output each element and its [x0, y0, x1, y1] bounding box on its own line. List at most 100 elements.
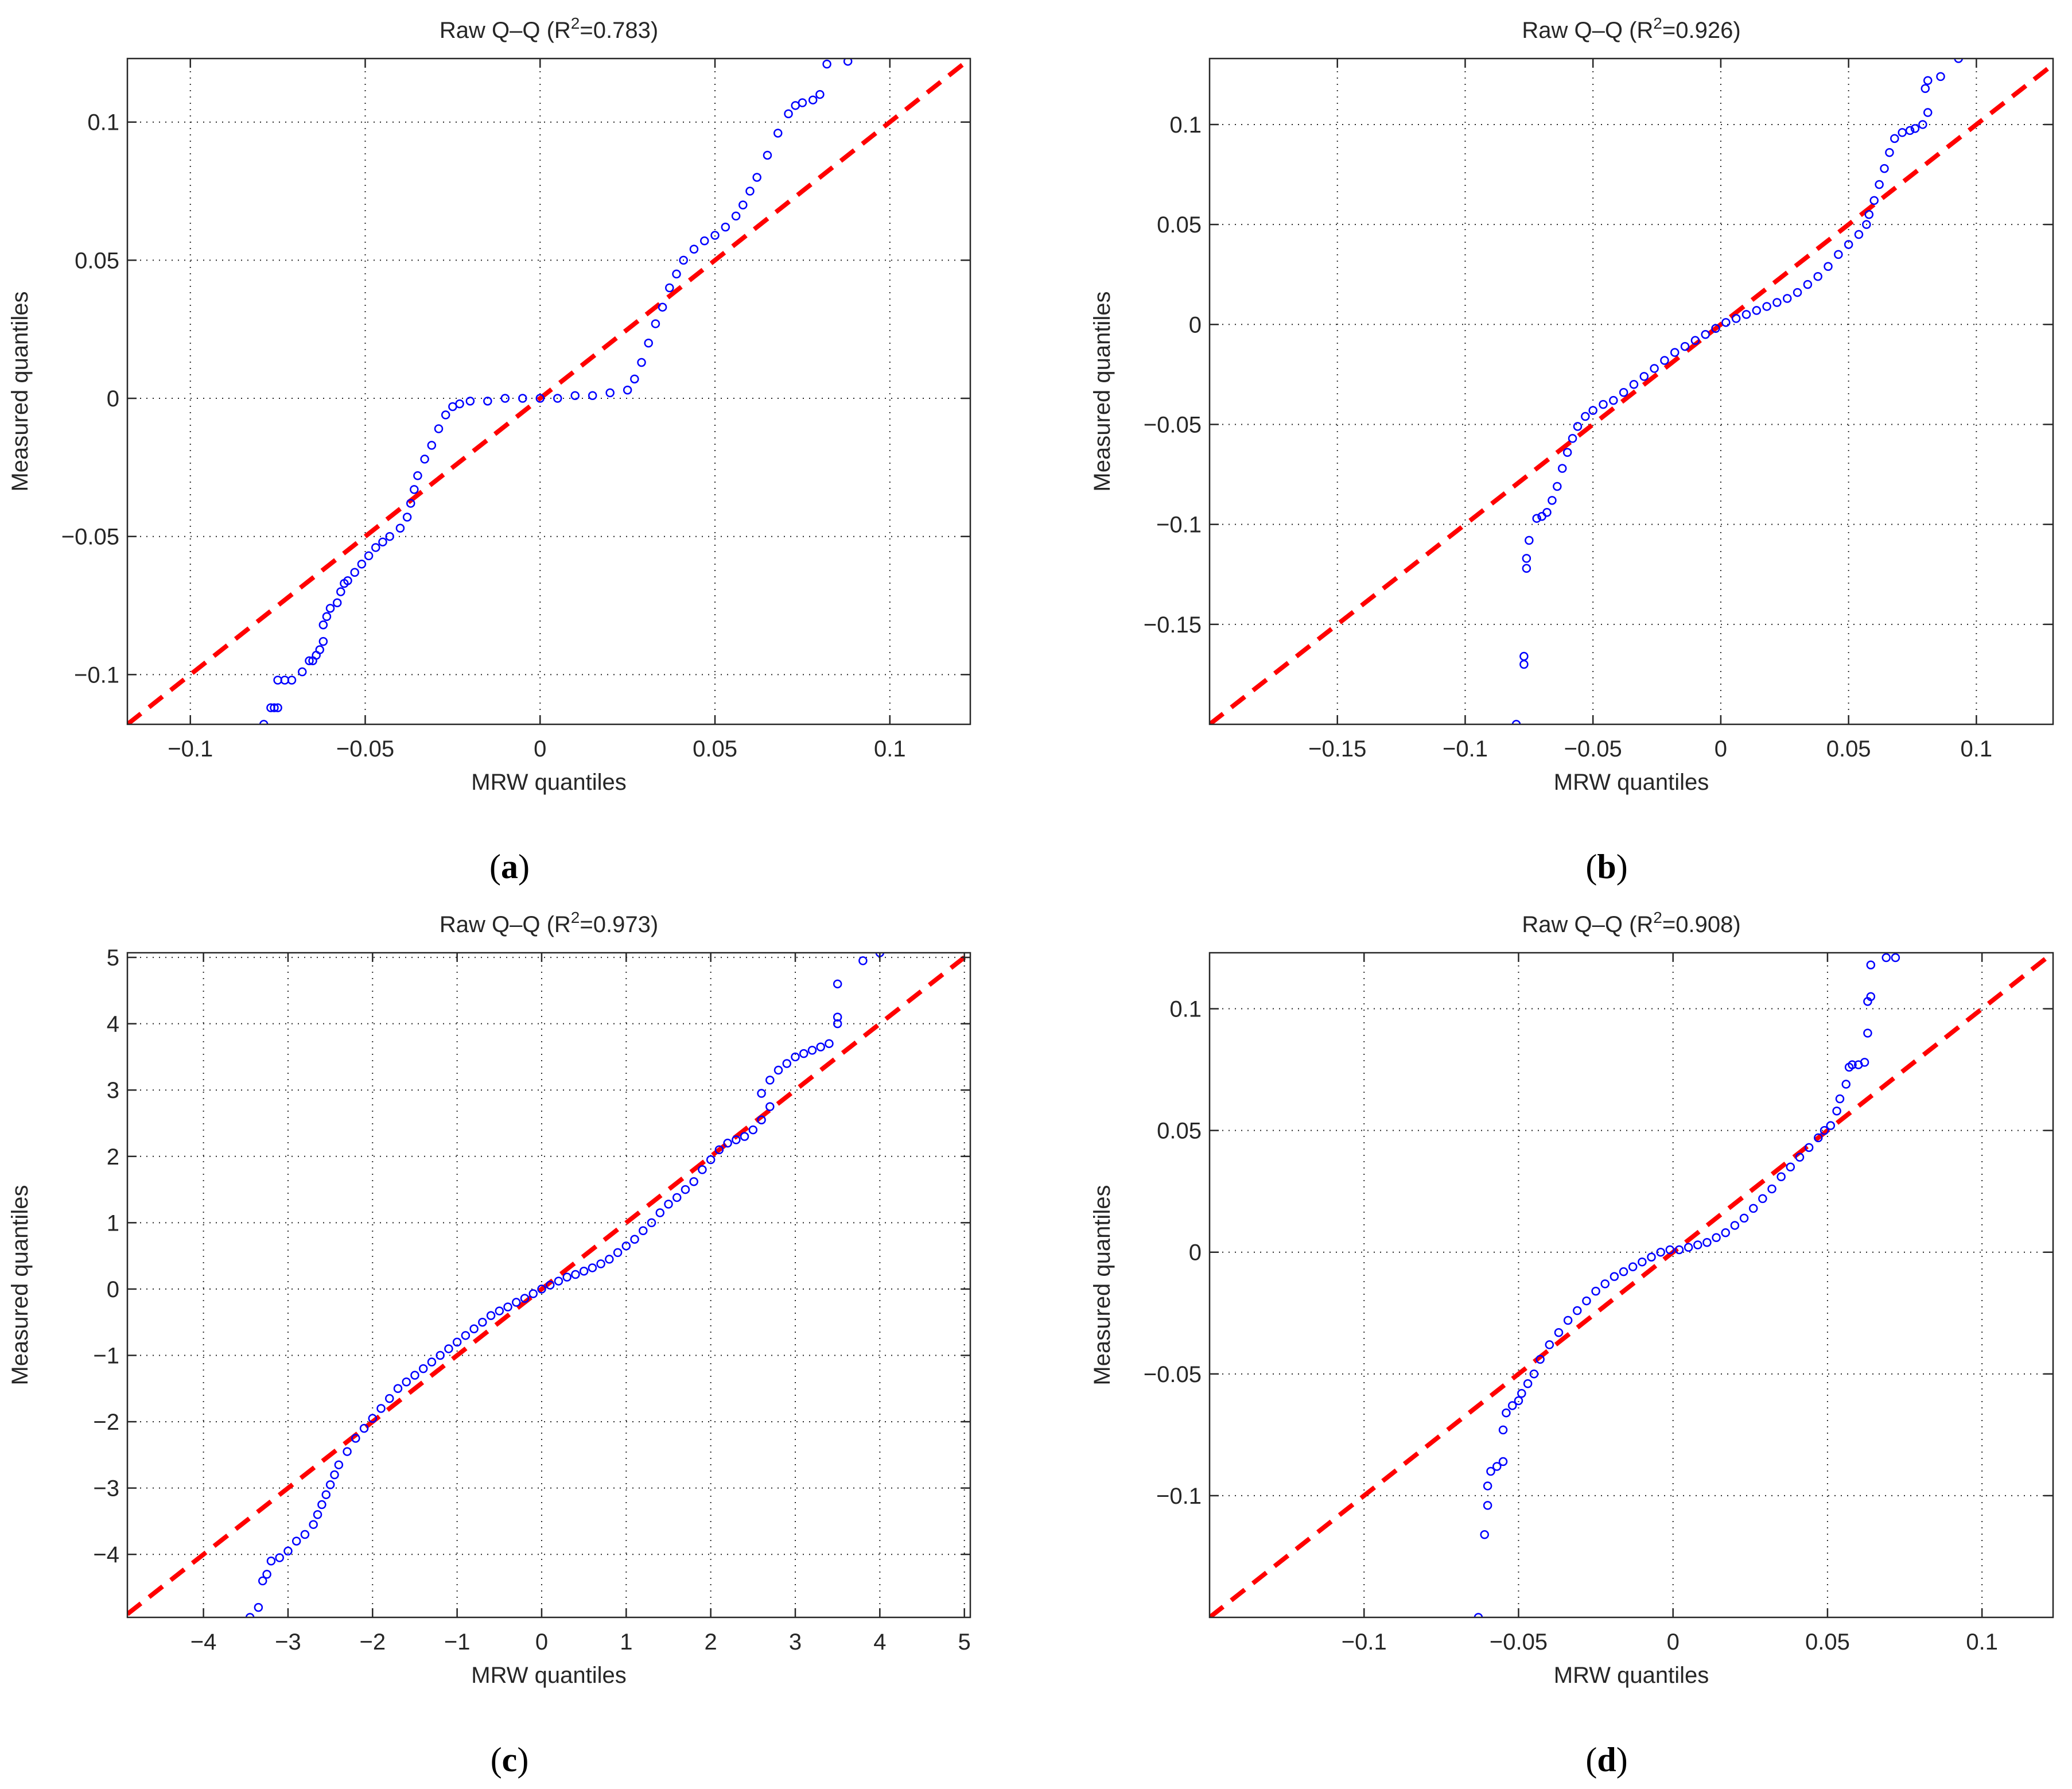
data-point	[784, 109, 793, 119]
data-point	[378, 537, 387, 547]
data-point	[1813, 271, 1822, 281]
chart-title: Raw Q–Q (R2=0.908)	[1522, 909, 1740, 937]
chart-title: Raw Q–Q (R2=0.926)	[1522, 14, 1740, 43]
x-axis-label: MRW quantiles	[471, 1663, 626, 1688]
data-point	[843, 59, 853, 66]
data-point	[420, 455, 429, 464]
data-point	[833, 1019, 842, 1029]
data-point	[315, 645, 324, 654]
x-tick-label: 1	[620, 1629, 632, 1655]
data-point	[773, 1065, 783, 1075]
data-point	[465, 397, 475, 406]
data-point	[791, 1052, 800, 1062]
data-point	[334, 1460, 344, 1469]
data-point	[714, 1145, 724, 1154]
data-point	[679, 255, 688, 265]
data-point	[291, 1536, 301, 1546]
data-point	[644, 339, 653, 348]
data-point	[332, 598, 342, 607]
data-point	[1609, 395, 1618, 405]
reference-line	[1210, 953, 2053, 1617]
y-axis-label: Measured quantiles	[7, 291, 33, 491]
data-point	[1674, 1245, 1684, 1255]
data-point	[1582, 1296, 1591, 1306]
x-tick-label: 0.05	[693, 736, 737, 762]
qq-plot-panel-2: −0.15 −0.1 −0.05 0 0.05 0.1 −0.15 −0.1 −0.05 0 0.0…	[1090, 14, 2054, 886]
data-point	[325, 1480, 335, 1489]
x-tick-label: −2	[359, 1629, 386, 1655]
x-axis-label: MRW quantiles	[471, 770, 626, 795]
axes-box	[126, 57, 971, 725]
panel-caption: (c)	[491, 1741, 529, 1779]
y-tick-label: 5	[107, 945, 119, 971]
data-point	[258, 1576, 267, 1586]
data-point	[1568, 434, 1577, 443]
data-point	[321, 1490, 331, 1499]
data-point	[1869, 196, 1879, 205]
data-point	[1748, 1204, 1758, 1213]
data-point	[441, 410, 450, 420]
data-point	[313, 1510, 322, 1519]
data-point	[500, 394, 510, 403]
data-point	[444, 1344, 453, 1353]
data-point	[773, 129, 783, 138]
data-point	[706, 1155, 716, 1165]
data-point	[270, 703, 279, 712]
data-point	[1890, 134, 1899, 143]
data-series	[1474, 953, 1900, 1617]
data-point	[1548, 496, 1557, 505]
data-point	[651, 319, 660, 328]
data-point	[1525, 535, 1534, 545]
data-point	[1519, 651, 1529, 661]
y-tick-label: −0.05	[61, 525, 119, 550]
data-point	[1511, 720, 1521, 724]
data-point	[1600, 1279, 1610, 1289]
data-point	[478, 1317, 487, 1327]
data-point	[1758, 1194, 1767, 1204]
chart-title: Raw Q–Q (R2=0.783)	[440, 14, 658, 43]
data-point	[406, 499, 415, 508]
data-point	[731, 211, 741, 221]
data-point	[1776, 1172, 1786, 1181]
data-point	[752, 173, 761, 182]
data-point	[436, 1351, 445, 1360]
data-point	[763, 150, 772, 160]
data-point	[1923, 76, 1933, 86]
data-point	[1680, 341, 1690, 351]
data-point	[535, 394, 545, 403]
reference-line	[1210, 63, 2053, 724]
y-tick-label: 3	[107, 1078, 119, 1103]
data-point	[721, 222, 730, 232]
x-tick-label: 0	[535, 1629, 548, 1655]
x-tick-label: 3	[789, 1629, 802, 1655]
data-point	[1591, 1286, 1600, 1296]
data-point	[816, 1042, 825, 1051]
panel-caption: (b)	[1585, 848, 1627, 886]
x-tick-label: −0.1	[168, 736, 213, 762]
data-point	[1581, 412, 1590, 421]
data-point	[1905, 126, 1915, 135]
data-point	[1832, 1106, 1841, 1116]
data-point	[1711, 324, 1720, 333]
x-tick-label: 5	[958, 1629, 971, 1655]
y-axis-label: Measured quantiles	[7, 1185, 33, 1385]
data-point	[1826, 1121, 1836, 1130]
data-point	[1492, 1462, 1502, 1471]
data-point	[1532, 514, 1541, 523]
data-point	[1863, 1029, 1872, 1038]
data-point	[1848, 1060, 1857, 1069]
data-point	[765, 1102, 775, 1111]
data-point	[1844, 240, 1853, 249]
data-point	[368, 1414, 378, 1423]
data-point	[1660, 356, 1669, 365]
panel-caption: (a)	[489, 848, 530, 886]
data-point	[305, 656, 314, 666]
data-point	[1619, 1267, 1628, 1276]
data-point	[588, 391, 597, 400]
reference-line	[127, 59, 970, 724]
axes-box	[1208, 57, 2054, 725]
data-point	[1563, 1315, 1573, 1325]
data-point	[371, 543, 380, 552]
data-point	[1721, 1228, 1730, 1237]
data-point	[395, 523, 405, 533]
